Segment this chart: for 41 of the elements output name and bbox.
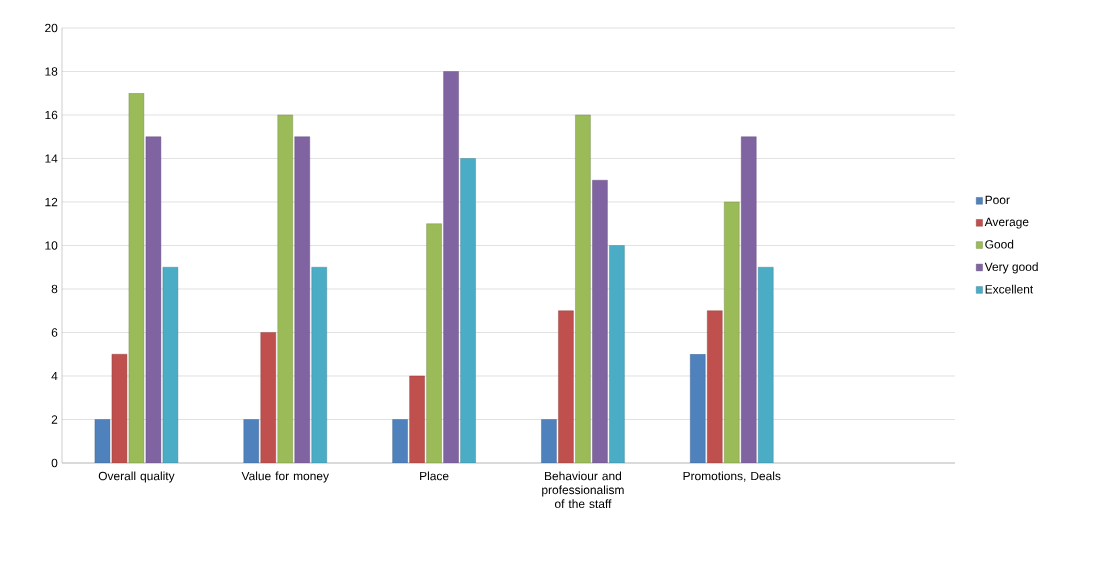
bar [758, 267, 774, 463]
bar [741, 136, 757, 463]
y-tick-label: 2 [51, 415, 58, 424]
bar [541, 419, 557, 463]
y-tick-label: 12 [45, 197, 58, 207]
bar [460, 158, 476, 463]
legend-label: Excellent [985, 284, 1034, 294]
bar [592, 180, 608, 463]
bar [294, 136, 310, 463]
bar [260, 332, 276, 463]
bar [558, 310, 574, 463]
y-tick-label: 6 [51, 328, 58, 337]
x-tick-label: Overall quality [98, 471, 175, 483]
bar [409, 375, 425, 463]
bar [277, 114, 293, 463]
x-tick-label: Behaviour and professionalism of the staff [542, 471, 624, 509]
bar [392, 419, 408, 463]
legend-label: Poor [985, 195, 1010, 205]
bar [311, 267, 327, 463]
y-tick-label: 10 [45, 241, 58, 250]
y-tick-label: 20 [45, 23, 58, 33]
legend-label: Average [984, 217, 1029, 229]
bar [426, 223, 442, 463]
bar [690, 354, 706, 463]
y-tick-label: 0 [51, 458, 58, 468]
bar [575, 114, 591, 463]
x-tick-label: Value for money [241, 471, 329, 483]
legend-label: Very good [984, 262, 1038, 274]
bar [243, 419, 259, 463]
x-tick-label: Promotions, Deals [683, 471, 781, 482]
bar [443, 71, 459, 463]
y-tick-label: 14 [45, 154, 58, 163]
y-tick-label: 8 [51, 284, 58, 294]
x-tick-label: Place [420, 471, 449, 481]
bar [724, 201, 740, 463]
y-tick-label: 16 [45, 110, 58, 120]
bar [707, 310, 723, 463]
y-tick-label: 4 [51, 371, 58, 381]
bar [609, 245, 625, 463]
y-tick-label: 18 [45, 67, 58, 76]
legend-label: Good [985, 239, 1014, 249]
